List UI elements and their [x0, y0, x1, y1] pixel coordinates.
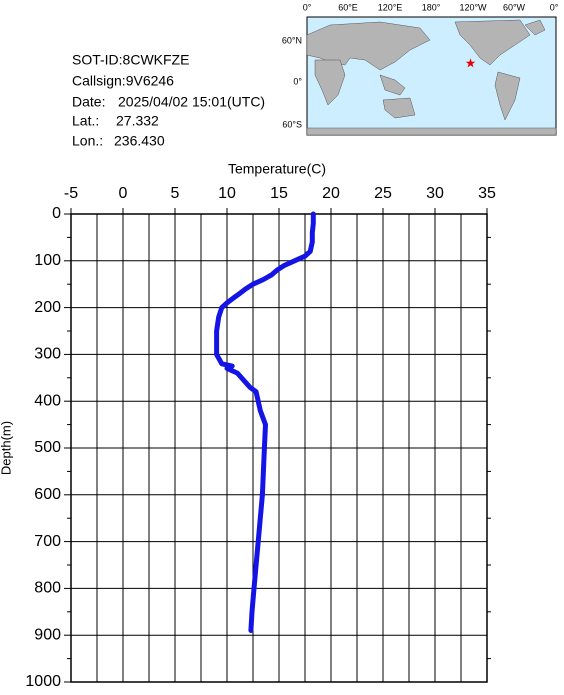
y-tick-label: 1000 [25, 673, 61, 690]
x-tick-label: -5 [64, 185, 78, 202]
x-tick-label: 20 [322, 185, 340, 202]
map-lon-label: 0° [550, 2, 559, 12]
y-tick-label: 300 [34, 346, 61, 363]
date: 2025/04/02 15:01(UTC) [118, 94, 265, 110]
y-axis-title: Depth(m) [0, 421, 13, 475]
x-tick-label: 0 [119, 185, 128, 202]
map-lon-label: 180° [422, 2, 441, 12]
date-label: Date: [72, 94, 105, 110]
map-lon-label: 60°E [338, 2, 358, 12]
callsign: Callsign:9V6246 [72, 73, 174, 89]
profile-line [214, 211, 316, 633]
y-tick-label: 200 [34, 299, 61, 316]
x-axis-title: Temperature(C) [228, 161, 326, 177]
y-tick-label: 500 [34, 439, 61, 456]
map-lat-label: 60°S [282, 119, 302, 129]
x-tick-label: 35 [478, 185, 496, 202]
y-tick-label: 400 [34, 392, 61, 409]
y-tick-label: 900 [34, 626, 61, 643]
lat-label: Lat.: [72, 113, 99, 129]
map-lat-label: 60°N [282, 35, 302, 45]
map-lon-label: 60°W [503, 2, 526, 12]
y-tick-label: 0 [52, 205, 61, 222]
x-tick-label: 25 [374, 185, 392, 202]
station-marker [465, 58, 476, 68]
lat: 27.332 [116, 113, 159, 129]
map-land [306, 19, 557, 136]
x-tick-label: 30 [426, 185, 444, 202]
map-lon-label: 120°W [459, 2, 487, 12]
y-tick-label: 100 [34, 252, 61, 269]
y-tick-label: 800 [34, 580, 61, 597]
map: 0° 60°E 120°E 180° 120°W 60°W 0° 60°N 0°… [282, 2, 559, 136]
plot-frame [70, 213, 488, 683]
x-tick-label: 15 [270, 185, 288, 202]
sot-id: SOT-ID:8CWKFZE [72, 52, 189, 68]
info: SOT-ID:8CWKFZE Callsign:9V6246 Date: 202… [72, 52, 265, 149]
y-tick-label: 700 [34, 533, 61, 550]
x-tick-label: 5 [171, 185, 180, 202]
map-lat-label: 0° [293, 76, 302, 86]
lon-label: Lon.: [72, 133, 103, 149]
lon: 236.430 [114, 133, 165, 149]
map-lon-label: 120°E [378, 2, 403, 12]
x-tick-label: 10 [218, 185, 236, 202]
y-tick-label: 600 [34, 486, 61, 503]
map-lon-label: 0° [303, 2, 312, 12]
